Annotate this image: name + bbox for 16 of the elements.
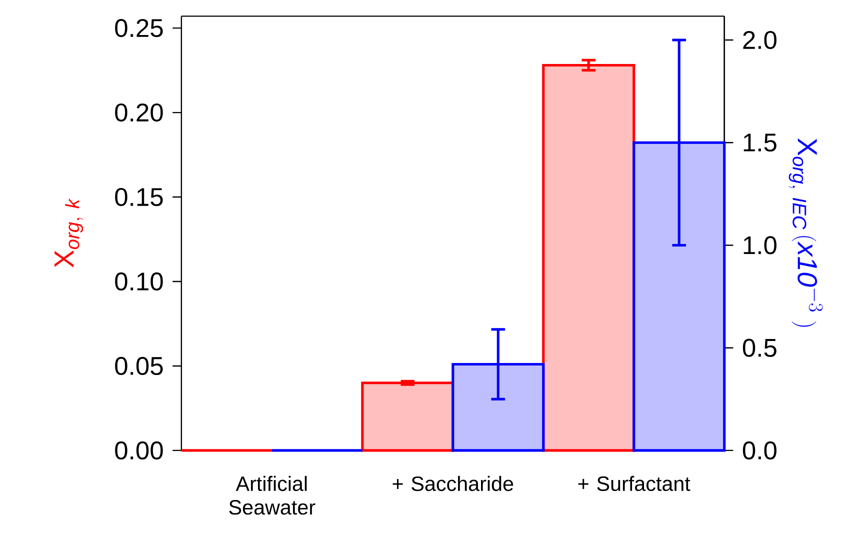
y-tick-label: 0.00 bbox=[115, 441, 163, 460]
y2-tick-label: 2.0 bbox=[743, 30, 776, 50]
y-axis-title: $\mathrm{X}_{\mathit{org,\ k}}$ bbox=[54, 198, 84, 268]
y2-tick-label: 1.0 bbox=[744, 236, 776, 254]
y2-tick-label: 0.5 bbox=[742, 338, 776, 357]
y2-axis-title: $\mathrm{X}_{\mathit{org,\ IEC}}\,(\mathit{x10}^{-3}\ )$ bbox=[788, 138, 823, 327]
x-tick-label: + Surfactant bbox=[578, 476, 690, 492]
y2-tick-label: 1.5 bbox=[744, 134, 776, 152]
y-tick-label: 0.05 bbox=[115, 356, 163, 376]
y2-tick-label: 0.0 bbox=[742, 441, 776, 460]
y-tick-label: 0.20 bbox=[115, 103, 163, 122]
y-tick-label: 0.25 bbox=[115, 18, 163, 38]
y-tick-label: 0.10 bbox=[115, 272, 163, 291]
x-tick-label: Artificial Seawater bbox=[229, 476, 316, 515]
x-tick-label: + Saccharide bbox=[392, 476, 514, 492]
y-tick-label: 0.15 bbox=[115, 188, 163, 206]
